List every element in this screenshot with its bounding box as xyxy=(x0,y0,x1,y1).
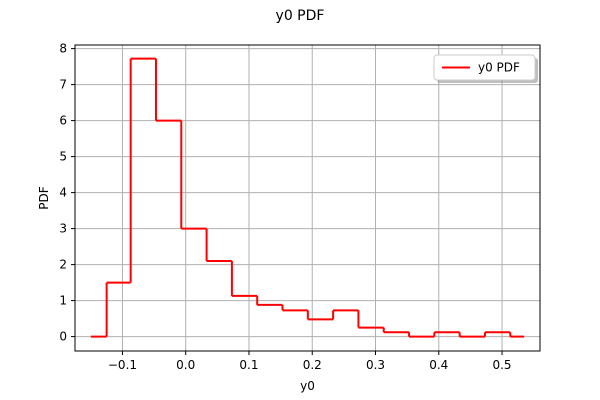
y-axis-label: PDF xyxy=(37,186,51,209)
y-axis: 0 1 2 3 4 5 6 7 8 xyxy=(59,42,75,344)
chart-title: y0 PDF xyxy=(276,8,325,24)
y-tick-label: 4 xyxy=(59,186,67,200)
y-tick-label: 8 xyxy=(59,42,67,56)
legend-label: y0 PDF xyxy=(478,61,520,75)
x-tick-label: 0.4 xyxy=(429,358,448,372)
x-tick-label: 0.3 xyxy=(366,358,385,372)
y-tick-label: 2 xyxy=(59,258,67,272)
x-axis-label: y0 xyxy=(300,379,315,393)
y-tick-label: 1 xyxy=(59,294,67,308)
y-tick-label: 0 xyxy=(59,330,67,344)
y-tick-label: 6 xyxy=(59,114,67,128)
grid xyxy=(75,45,540,351)
y-tick-label: 7 xyxy=(59,78,67,92)
x-tick-label: 0.2 xyxy=(303,358,322,372)
legend-box xyxy=(433,54,536,81)
x-tick-label: 0.0 xyxy=(176,358,195,372)
x-tick-label: 0.1 xyxy=(239,358,258,372)
series-layer xyxy=(90,57,525,338)
y-tick-label: 5 xyxy=(59,150,67,164)
x-tick-label: −0.1 xyxy=(108,358,137,372)
x-axis: −0.1 0.0 0.1 0.2 0.3 0.4 0.5 xyxy=(108,351,512,372)
plot-frame xyxy=(74,44,541,352)
y-tick-label: 3 xyxy=(59,222,67,236)
legend: y0 PDF xyxy=(433,54,538,83)
x-tick-label: 0.5 xyxy=(492,358,511,372)
